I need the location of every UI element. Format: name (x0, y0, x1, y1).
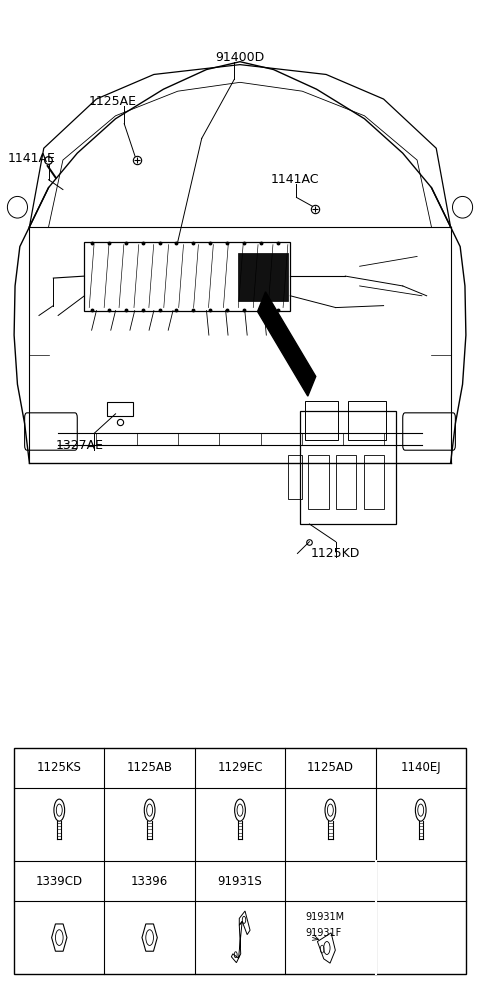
Text: 91931F: 91931F (305, 928, 341, 938)
Text: 1125KS: 1125KS (37, 761, 82, 774)
Bar (336, 455, 356, 509)
Text: 1125AE: 1125AE (89, 95, 137, 107)
Text: 1129EC: 1129EC (217, 761, 263, 774)
Text: 1339CD: 1339CD (36, 875, 83, 887)
Text: 91400D: 91400D (216, 51, 264, 64)
Bar (348, 401, 386, 440)
Bar (238, 253, 288, 300)
Text: 1125AB: 1125AB (127, 761, 173, 774)
Text: 1140EJ: 1140EJ (400, 761, 441, 774)
Bar (84, 241, 290, 310)
Bar (288, 455, 302, 499)
Bar (14, 749, 466, 974)
Text: 91931M: 91931M (305, 912, 344, 922)
Text: 13396: 13396 (131, 875, 168, 887)
Text: 91931S: 91931S (217, 875, 263, 887)
Text: 1125KD: 1125KD (311, 547, 360, 560)
Text: 1141AE: 1141AE (8, 152, 56, 164)
Bar (300, 411, 396, 524)
Text: 1125AD: 1125AD (307, 761, 354, 774)
Bar (309, 455, 328, 509)
Text: 1141AC: 1141AC (271, 173, 319, 186)
Bar (305, 401, 338, 440)
Bar (107, 402, 133, 416)
Text: 1327AE: 1327AE (56, 438, 104, 452)
Bar (364, 455, 384, 509)
Polygon shape (258, 292, 316, 396)
